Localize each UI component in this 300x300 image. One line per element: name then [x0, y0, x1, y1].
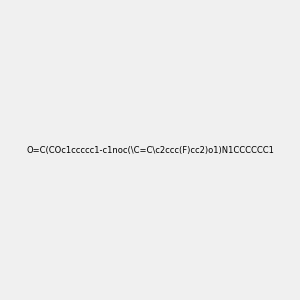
- Text: O=C(COc1ccccc1-c1noc(\C=C\c2ccc(F)cc2)o1)N1CCCCCC1: O=C(COc1ccccc1-c1noc(\C=C\c2ccc(F)cc2)o1…: [26, 146, 274, 154]
